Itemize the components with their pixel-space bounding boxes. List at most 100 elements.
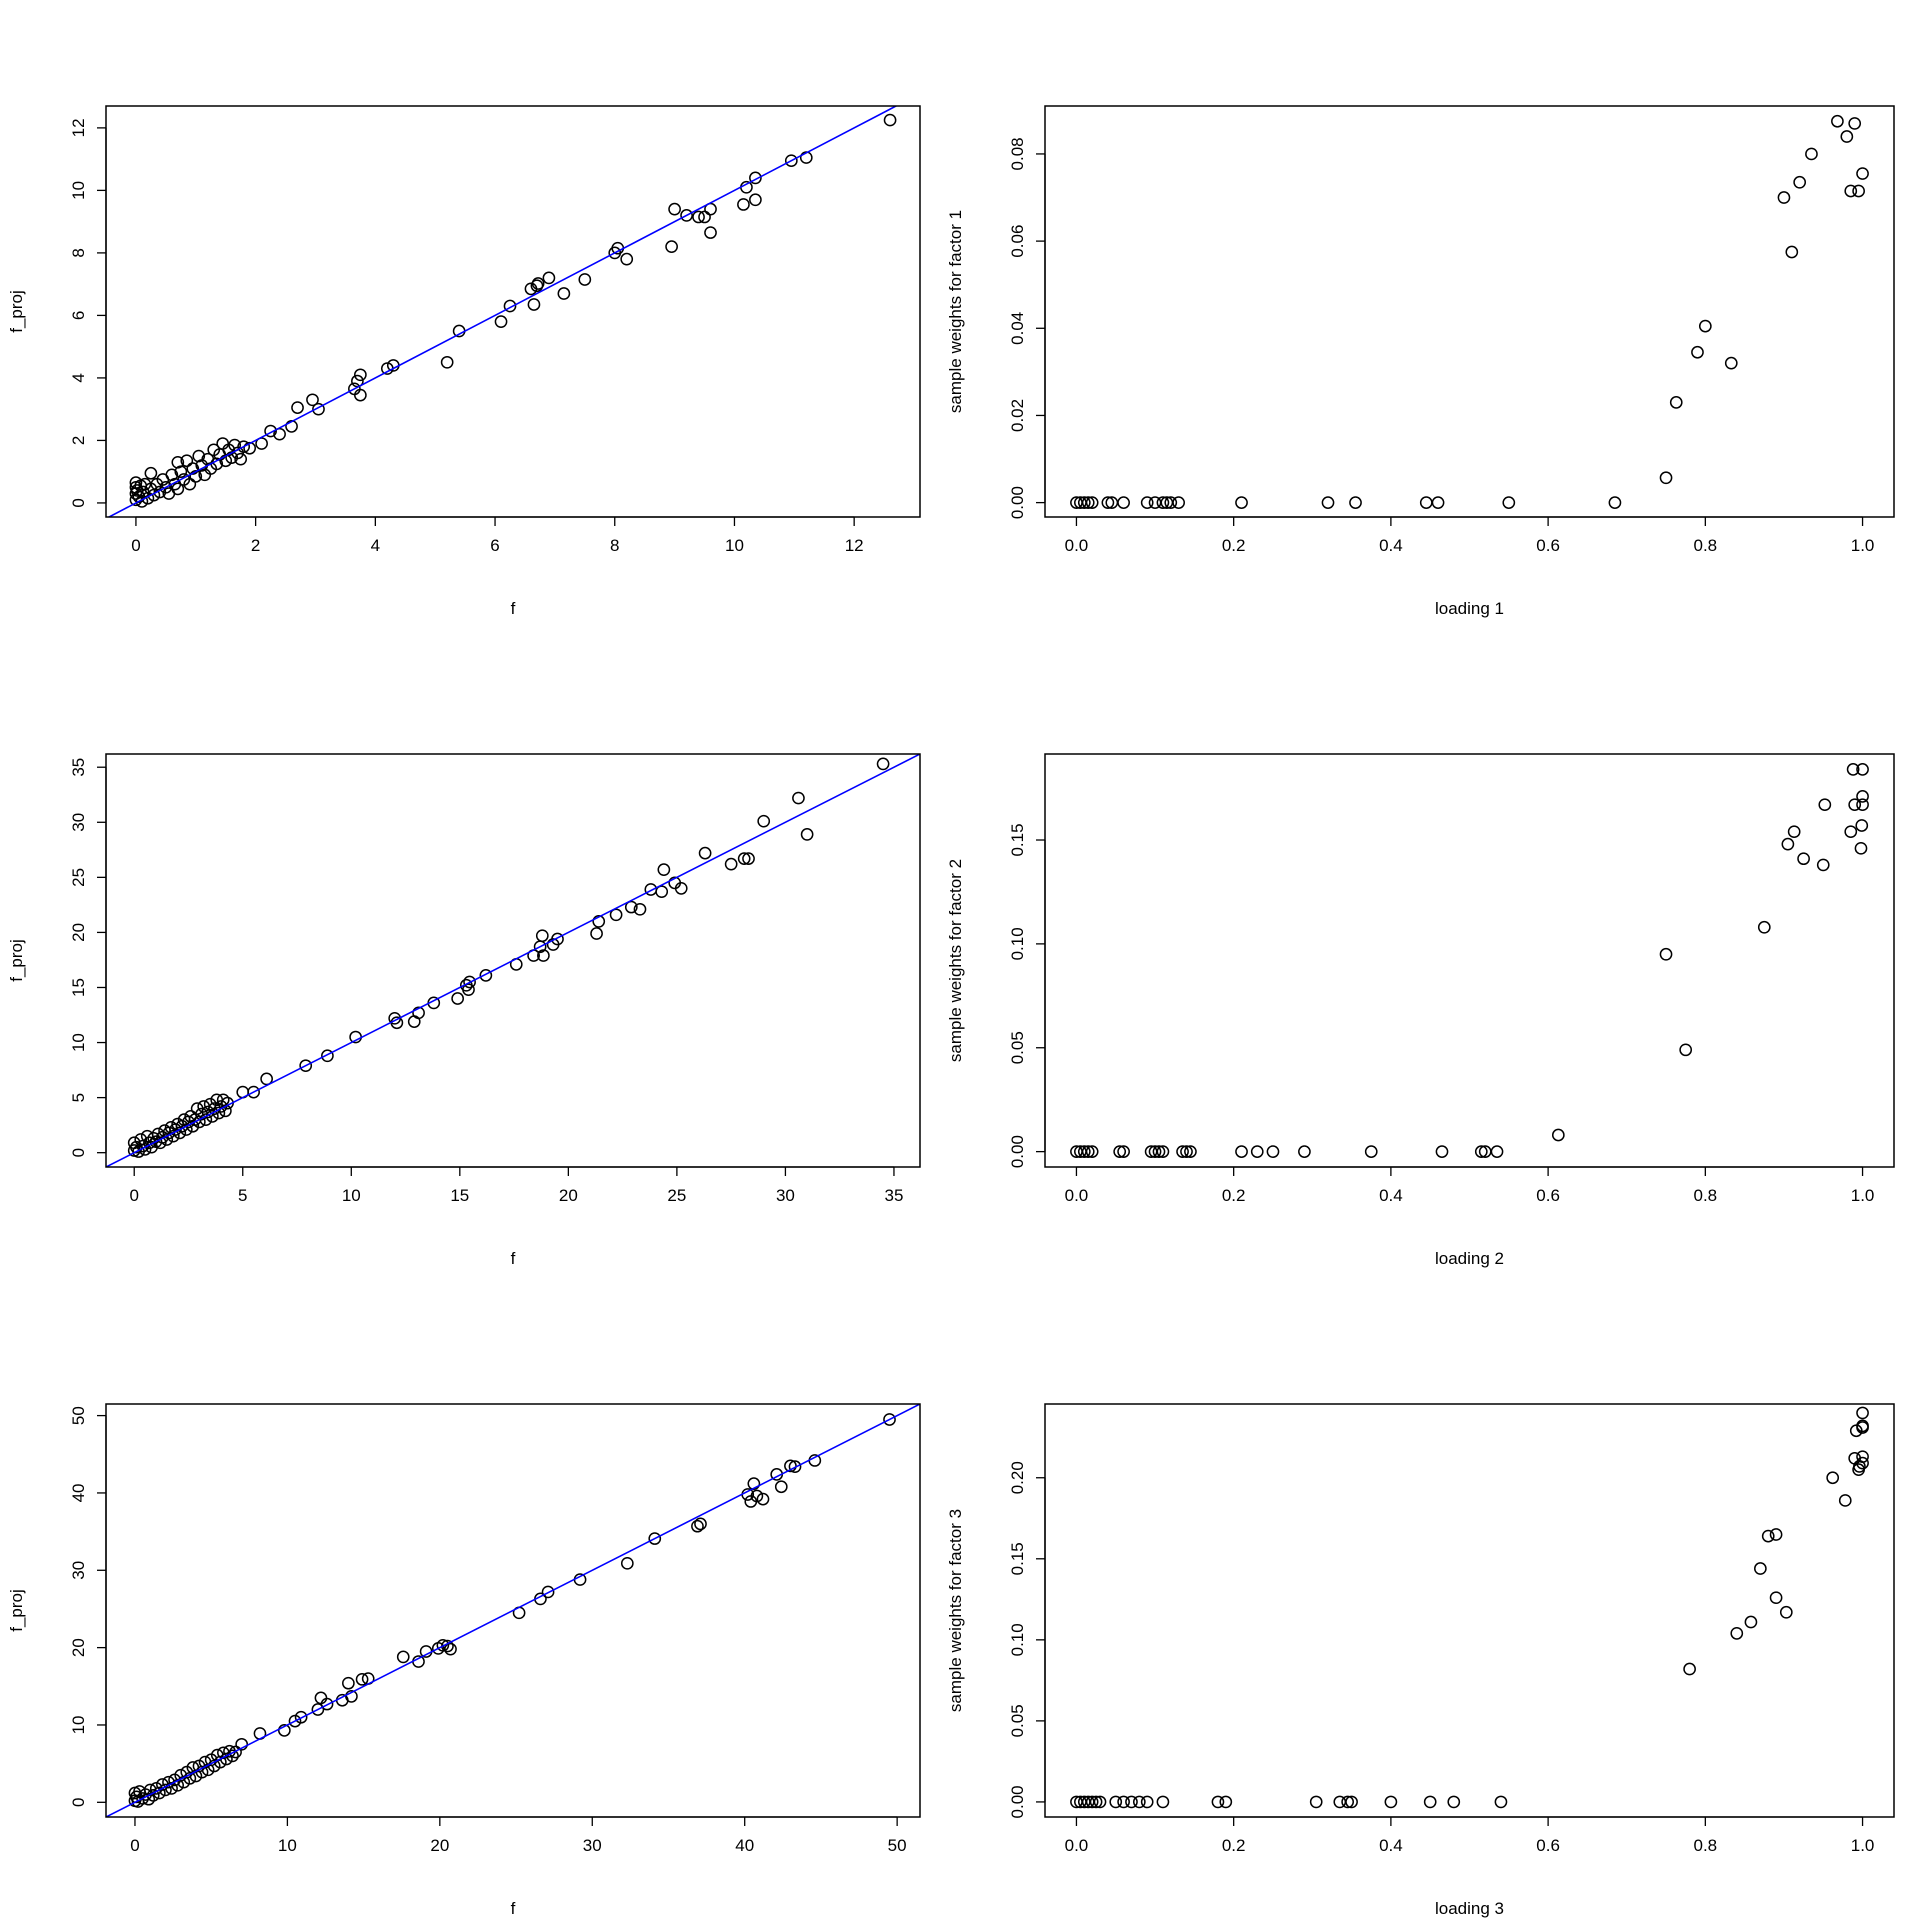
- plot-box: [105, 753, 921, 1168]
- data-point: [180, 454, 194, 468]
- points: [1070, 114, 1869, 509]
- data-point: [1101, 496, 1115, 509]
- x-tick-label: 0.0: [1065, 1836, 1089, 1855]
- y-axis-label: f_proj: [7, 290, 26, 333]
- points: [127, 757, 890, 1158]
- x-tick-label: 0: [130, 1836, 139, 1855]
- data-point: [1502, 496, 1516, 509]
- data-point: [747, 1477, 761, 1491]
- data-point: [355, 1672, 369, 1686]
- data-point: [1081, 496, 1095, 509]
- data-point: [620, 1556, 634, 1570]
- panel-4: 0.0 0.2 0.4 0.6 0.8 1.0 0.00 0.05 0.10 0.15 loadin…: [946, 753, 1895, 1268]
- panel-5: 0 10 20 30 40 50 0 10 20 30 40 50 f f_proj: [7, 1403, 921, 1918]
- data-point: [159, 480, 173, 494]
- data-point: [527, 298, 541, 311]
- data-point: [1838, 1494, 1852, 1507]
- data-point: [1691, 345, 1704, 359]
- data-point: [1077, 496, 1091, 509]
- data-point: [648, 1532, 662, 1545]
- data-point: [247, 1085, 260, 1099]
- data-point: [1761, 1529, 1775, 1543]
- data-point: [698, 846, 712, 860]
- data-point: [655, 885, 669, 899]
- x-axis-label: f: [511, 599, 516, 618]
- data-point: [542, 271, 556, 285]
- data-point: [1769, 1528, 1783, 1541]
- data-point: [737, 198, 750, 211]
- x-tick-label: 50: [888, 1836, 907, 1855]
- x-tick-label: 0.2: [1222, 1836, 1246, 1855]
- data-point: [1132, 1795, 1146, 1809]
- data-point: [578, 273, 592, 286]
- data-point: [750, 1489, 764, 1503]
- x-tick-label: 12: [845, 536, 864, 555]
- x-tick-label: 0.8: [1694, 1836, 1718, 1855]
- x-tick-label: 10: [342, 1186, 361, 1205]
- data-point: [1494, 1795, 1508, 1809]
- data-point: [1345, 1795, 1358, 1809]
- data-point: [1447, 1795, 1461, 1809]
- data-point: [704, 226, 717, 239]
- x-tick-label: 0: [129, 1186, 138, 1205]
- data-point: [219, 1104, 232, 1118]
- x-tick-label: 6: [490, 536, 499, 555]
- x-tick-label: 1.0: [1851, 1186, 1875, 1205]
- x-tick-label: 1.0: [1851, 536, 1875, 555]
- data-point: [171, 482, 185, 496]
- plot-box: [105, 1403, 921, 1818]
- data-point: [1856, 798, 1869, 812]
- data-point: [321, 1049, 334, 1063]
- data-point: [1856, 1456, 1869, 1470]
- data-point: [1781, 837, 1795, 851]
- y-tick-label: 0.10: [1008, 927, 1027, 960]
- y-axis-label: sample weights for factor 1: [946, 210, 965, 413]
- points: [1070, 1406, 1869, 1809]
- y-tick-label: 10: [69, 1033, 88, 1052]
- data-point: [342, 1676, 355, 1690]
- data-point: [299, 1059, 313, 1073]
- data-point: [165, 468, 179, 482]
- y-tick-label: 0.05: [1008, 1704, 1027, 1737]
- x-tick-label: 15: [450, 1186, 469, 1205]
- data-point: [277, 1724, 291, 1737]
- data-point: [535, 929, 549, 943]
- y-tick-label: 0.15: [1008, 823, 1027, 856]
- x-axis-label: loading 1: [1435, 599, 1504, 618]
- data-point: [1148, 1145, 1162, 1158]
- x-axis-label: f: [511, 1899, 516, 1918]
- data-point: [557, 287, 571, 300]
- data-point: [633, 902, 647, 916]
- data-point: [1779, 1605, 1793, 1619]
- data-point: [1164, 496, 1178, 509]
- reference-line: [106, 754, 920, 1167]
- data-point: [1184, 1145, 1197, 1158]
- data-point: [1089, 1795, 1103, 1809]
- data-point: [1490, 1145, 1504, 1158]
- data-point: [1085, 496, 1099, 509]
- data-point: [396, 1650, 410, 1664]
- data-point: [1757, 920, 1771, 934]
- y-tick-label: 25: [69, 868, 88, 887]
- data-point: [799, 151, 813, 164]
- data-point: [1854, 841, 1868, 855]
- x-tick-label: 0.6: [1536, 1836, 1560, 1855]
- data-point: [1777, 191, 1791, 204]
- y-tick-label: 0.20: [1008, 1461, 1027, 1494]
- y-axis-label: f_proj: [7, 1589, 26, 1632]
- data-point: [1831, 114, 1844, 128]
- data-point: [1840, 130, 1854, 143]
- data-point: [680, 209, 693, 222]
- data-point: [311, 1703, 325, 1716]
- data-point: [1085, 1795, 1099, 1809]
- y-tick-label: 30: [69, 1561, 88, 1580]
- data-point: [657, 863, 671, 876]
- data-point: [784, 1459, 797, 1473]
- data-point: [171, 455, 185, 469]
- data-point: [1423, 1795, 1437, 1809]
- y-tick-label: 0.10: [1008, 1623, 1027, 1656]
- data-point: [314, 1691, 328, 1705]
- data-point: [1844, 184, 1858, 198]
- data-point: [757, 814, 771, 828]
- x-tick-label: 0.8: [1694, 536, 1718, 555]
